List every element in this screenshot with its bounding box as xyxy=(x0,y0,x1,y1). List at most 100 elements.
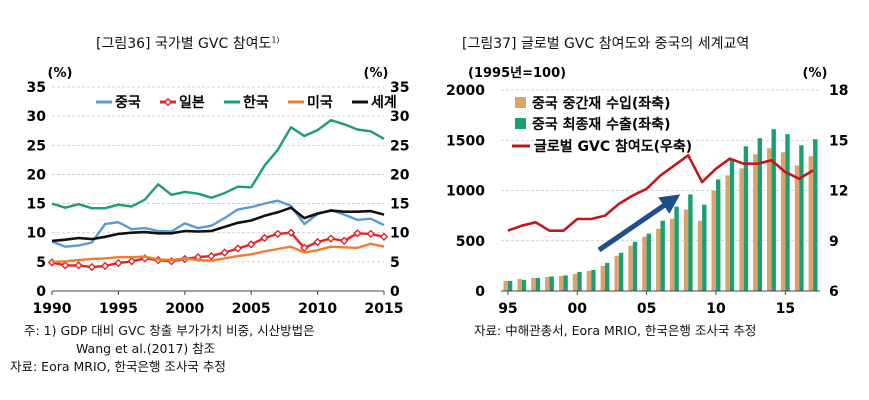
bar-중국 최종재 수출(좌축) xyxy=(757,138,762,291)
y-tick-label-left: 10 xyxy=(27,226,47,242)
bar-중국 중간재 수입(좌축) xyxy=(559,275,564,291)
bar-중국 중간재 수입(좌축) xyxy=(780,152,786,291)
legend-label: 미국 xyxy=(307,95,333,111)
data-point-일본 xyxy=(273,229,282,239)
y-tick-label-left: 2000 xyxy=(446,83,485,99)
legend-marker xyxy=(163,97,173,107)
x-tick-label: 15 xyxy=(776,301,795,317)
legend-swatch xyxy=(515,97,526,108)
bar-중국 최종재 수출(좌축) xyxy=(577,271,582,291)
legend-label: 세계 xyxy=(371,95,397,111)
bar-중국 중간재 수입(좌축) xyxy=(545,276,550,291)
data-point-일본 xyxy=(366,229,375,239)
y-tick-label-right: 6 xyxy=(829,284,839,300)
bar-중국 중간재 수입(좌축) xyxy=(642,236,647,291)
chart-title: [그림37] 글로벌 GVC 참여도와 중국의 세계교역 xyxy=(462,36,750,52)
x-tick-label: 1990 xyxy=(33,301,72,317)
data-point-일본 xyxy=(379,232,389,241)
data-point-일본 xyxy=(207,251,216,261)
footnote: 주: 1) GDP 대비 GVC 창출 부가가치 비중, 시산방법은 xyxy=(24,323,315,338)
y-tick-label-left: 35 xyxy=(27,80,46,96)
y-tick-label-right: 20 xyxy=(390,167,410,183)
bar-중국 중간재 수입(좌축) xyxy=(517,278,522,291)
legend-label: 한국 xyxy=(243,95,269,111)
y-tick-label-right: 12 xyxy=(829,184,848,200)
bar-중국 중간재 수입(좌축) xyxy=(628,245,633,291)
chart-panel-gvc-by-country: [그림36] 국가별 GVC 참여도1) 0 0 5 5 10 10 15 15 20 20 25 2… xyxy=(0,0,430,400)
y-axis-unit-right: (%) xyxy=(803,66,828,81)
bar-중국 중간재 수입(좌축) xyxy=(711,190,716,291)
y-tick-label-right: 10 xyxy=(390,226,410,242)
y-tick-label-right: 18 xyxy=(829,83,848,99)
bar-중국 중간재 수입(좌축) xyxy=(600,265,605,291)
data-point-일본 xyxy=(233,244,243,253)
bar-중국 최종재 수출(좌축) xyxy=(688,194,693,291)
chart-title: [그림36] 국가별 GVC 참여도1) xyxy=(96,35,280,52)
line-chart-gvc-participation: 0 0 5 5 10 10 15 15 20 20 25 25 30 30 35 35 1990 1995 2000… xyxy=(27,66,410,317)
data-point-일본 xyxy=(247,240,256,249)
y-tick-label-right: 0 xyxy=(390,284,400,300)
bar-중국 최종재 수출(좌축) xyxy=(563,275,568,291)
data-point-일본 xyxy=(114,258,123,268)
bar-중국 중간재 수입(좌축) xyxy=(767,148,772,291)
bar-중국 최종재 수출(좌축) xyxy=(591,269,596,291)
legend-item: 중국 최종재 수출(좌축) xyxy=(515,116,670,133)
data-point-일본 xyxy=(127,257,136,266)
bar-중국 중간재 수입(좌축) xyxy=(739,168,744,291)
bar-중국 최종재 수출(좌축) xyxy=(799,145,804,291)
trend-arrow xyxy=(597,194,681,253)
bar-중국 중간재 수입(좌축) xyxy=(656,228,661,291)
bar-중국 최종재 수출(좌축) xyxy=(646,233,651,291)
bar-중국 중간재 수입(좌축) xyxy=(669,218,675,291)
legend-item-세계: 세계 xyxy=(352,95,397,111)
bar-중국 중간재 수입(좌축) xyxy=(683,209,689,291)
x-tick-label: 95 xyxy=(498,301,517,317)
bar-중국 최종재 수출(좌축) xyxy=(785,134,790,291)
x-tick-label: 2005 xyxy=(232,301,271,317)
y-tick-label-left: 0 xyxy=(36,284,46,300)
legend-item-미국: 미국 xyxy=(288,95,333,111)
legend-swatch xyxy=(515,118,526,129)
data-point-일본 xyxy=(260,233,269,243)
x-tick-label: 2015 xyxy=(365,301,404,317)
data-point-일본 xyxy=(61,261,70,270)
y-tick-label-right: 15 xyxy=(390,197,409,213)
bar-중국 중간재 수입(좌축) xyxy=(753,154,758,291)
bar-중국 최종재 수출(좌축) xyxy=(771,129,776,291)
data-point-일본 xyxy=(339,236,349,246)
x-tick-label: 00 xyxy=(568,301,588,317)
series-line-gvc xyxy=(507,154,814,232)
series-line-세계 xyxy=(51,206,385,243)
legend-item-한국: 한국 xyxy=(224,95,269,111)
y-tick-label-right: 15 xyxy=(829,133,848,149)
x-tick-label: 05 xyxy=(637,301,656,317)
bar-중국 최종재 수출(좌축) xyxy=(674,206,679,291)
y-tick-label-left: 1500 xyxy=(446,133,485,149)
y-tick-label-right: 35 xyxy=(390,80,409,96)
legend-label: 일본 xyxy=(179,95,205,111)
y-tick-label-right: 25 xyxy=(390,138,409,154)
legend-label: 중국 최종재 수출(좌축) xyxy=(532,116,670,133)
data-point-일본 xyxy=(87,262,97,272)
y-tick-label-right: 30 xyxy=(390,109,410,125)
y-tick-label-left: 0 xyxy=(475,284,485,300)
data-point-일본 xyxy=(313,237,322,247)
legend-item-일본: 일본 xyxy=(160,95,205,111)
data-point-일본 xyxy=(353,229,362,238)
bar-중국 중간재 수입(좌축) xyxy=(614,255,619,291)
source-note: 자료: 中해관총서, Eora MRIO, 한국은행 조사국 추정 xyxy=(474,323,757,338)
data-point-일본 xyxy=(326,234,336,243)
x-tick-label: 10 xyxy=(706,301,726,317)
bar-중국 최종재 수출(좌축) xyxy=(813,139,818,291)
x-tick-label: 2000 xyxy=(165,301,204,317)
bar-중국 최종재 수출(좌축) xyxy=(605,262,610,291)
bar-중국 최종재 수출(좌축) xyxy=(507,280,513,291)
legend-label: 중국 중간재 수입(좌축) xyxy=(532,95,670,112)
x-tick-label: 1995 xyxy=(99,301,138,317)
data-point-일본 xyxy=(74,261,83,270)
bar-중국 중간재 수입(좌축) xyxy=(794,165,800,291)
bar-중국 중간재 수입(좌축) xyxy=(725,175,730,291)
y-tick-label-left: 1000 xyxy=(446,184,485,200)
y-tick-label-left: 500 xyxy=(456,234,485,250)
